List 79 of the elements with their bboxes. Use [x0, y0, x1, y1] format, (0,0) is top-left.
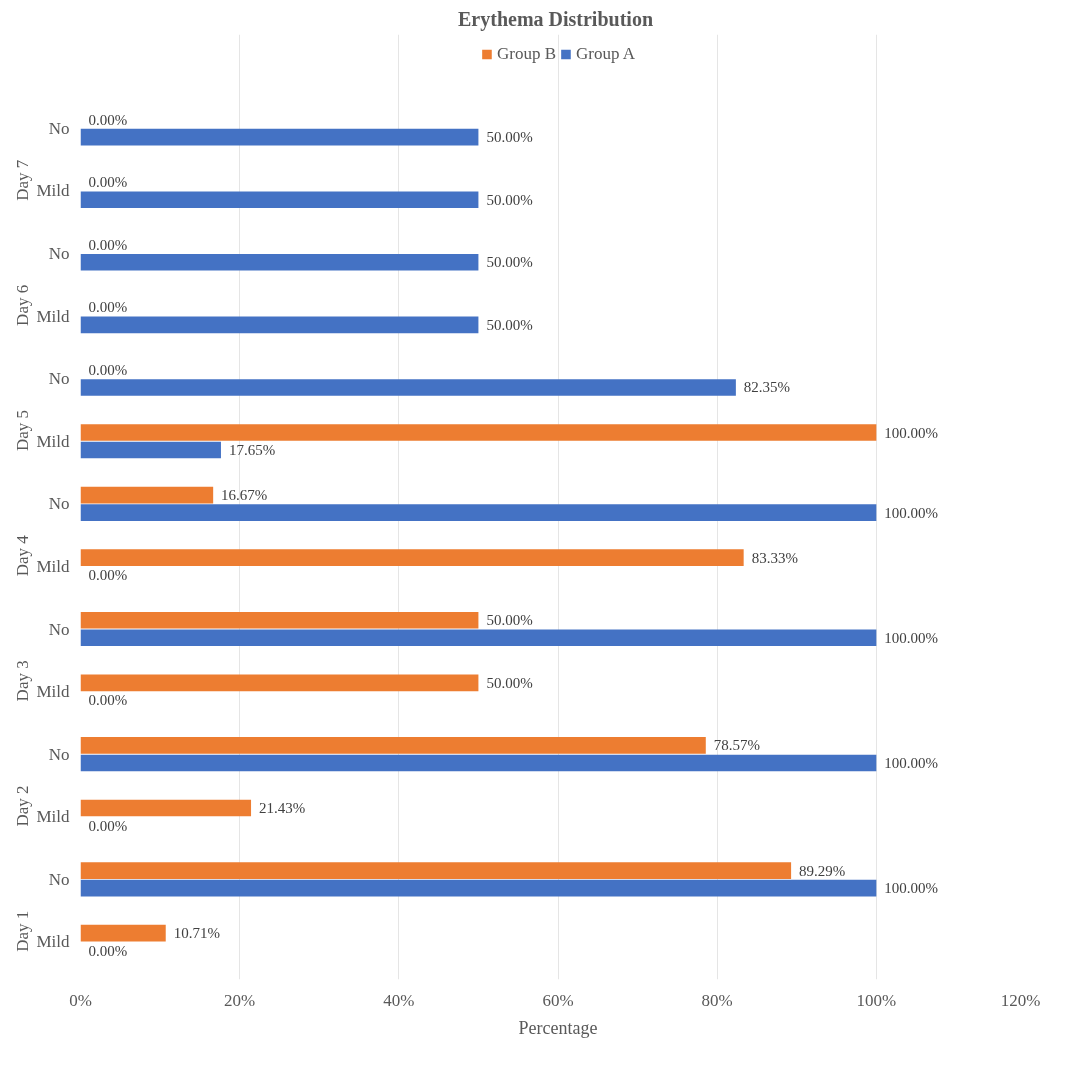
x-axis-title: Percentage	[518, 1017, 598, 1038]
bar	[80, 799, 252, 817]
data-label: 17.65%	[228, 442, 276, 459]
y-tick-label: No	[48, 494, 70, 514]
bar	[80, 504, 877, 521]
text: Day 1	[13, 910, 32, 952]
y-tick-label: Mild	[36, 556, 70, 576]
y-tick-label: No	[48, 619, 70, 639]
text: Day 6	[13, 284, 32, 326]
y-tick-label: No	[48, 869, 70, 889]
bar	[80, 316, 479, 334]
chart-title: Erythema Distribution	[458, 7, 653, 31]
data-label: 50.00%	[486, 254, 533, 271]
data-label: 50.00%	[486, 316, 533, 333]
x-tick-label: 60%	[542, 990, 574, 1010]
data-label: 50.00%	[486, 191, 533, 208]
data-label: 100.00%	[884, 754, 939, 771]
bar	[80, 424, 877, 441]
bar	[80, 441, 221, 459]
y-tick-label: No	[48, 244, 70, 264]
data-label: 78.57%	[713, 737, 760, 754]
legend-label: Group B	[496, 44, 556, 64]
data-label: 0.00%	[88, 111, 128, 128]
y-tick-label: No	[48, 744, 70, 764]
data-label: 89.29%	[799, 862, 846, 879]
data-label: 0.00%	[88, 236, 128, 253]
bar	[80, 549, 744, 567]
data-label: 100.00%	[884, 424, 939, 441]
x-tick-label: 20%	[224, 990, 256, 1010]
data-label: 16.67%	[221, 487, 268, 504]
y-tick-label: Mild	[36, 807, 70, 827]
data-label: 0.00%	[88, 942, 128, 959]
data-label: 21.43%	[259, 800, 306, 817]
data-label: 82.35%	[743, 379, 791, 396]
data-label: 0.00%	[88, 817, 128, 834]
bar	[80, 879, 877, 897]
bar	[80, 674, 479, 692]
y-tick-label: Mild	[36, 181, 70, 201]
data-label: 100.00%	[884, 880, 939, 897]
data-label: 50.00%	[486, 674, 533, 691]
data-label: 50.00%	[486, 129, 533, 146]
data-label: 0.00%	[88, 174, 128, 191]
text: Day 4	[13, 534, 32, 577]
text: Day 2	[13, 785, 32, 827]
bar	[80, 128, 479, 146]
x-tick-label: 40%	[383, 990, 415, 1010]
bar	[80, 379, 736, 396]
data-label: 100.00%	[884, 504, 939, 521]
bar	[80, 611, 479, 629]
data-label: 50.00%	[486, 612, 533, 629]
data-label: 10.71%	[173, 925, 220, 942]
data-label: 100.00%	[884, 629, 939, 646]
bar	[80, 924, 166, 942]
y-tick-label: No	[48, 369, 70, 389]
legend-label: Group A	[576, 44, 636, 64]
data-label: 0.00%	[88, 361, 128, 378]
bar	[80, 629, 877, 647]
bar	[80, 191, 479, 209]
data-label: 0.00%	[88, 692, 128, 709]
bar	[80, 486, 214, 504]
y-tick-label: Mild	[36, 932, 70, 952]
bar	[80, 862, 792, 879]
y-tick-label: Mild	[36, 306, 70, 326]
x-tick-label: 120%	[1000, 990, 1041, 1010]
text: Day 5	[13, 409, 32, 452]
x-tick-label: 80%	[701, 990, 733, 1010]
x-tick-label: 100%	[856, 990, 897, 1010]
x-tick-label: 0%	[69, 990, 92, 1010]
bar	[80, 754, 877, 772]
y-tick-label: Mild	[36, 682, 70, 702]
data-label: 0.00%	[88, 567, 128, 584]
data-label: 0.00%	[88, 299, 128, 316]
data-label: 83.33%	[751, 549, 798, 566]
y-tick-label: No	[48, 118, 70, 138]
y-tick-label: Mild	[36, 431, 70, 451]
text: Day 3	[13, 660, 32, 702]
bar	[80, 253, 479, 271]
bar	[80, 737, 706, 754]
text: Day 7	[13, 159, 32, 201]
